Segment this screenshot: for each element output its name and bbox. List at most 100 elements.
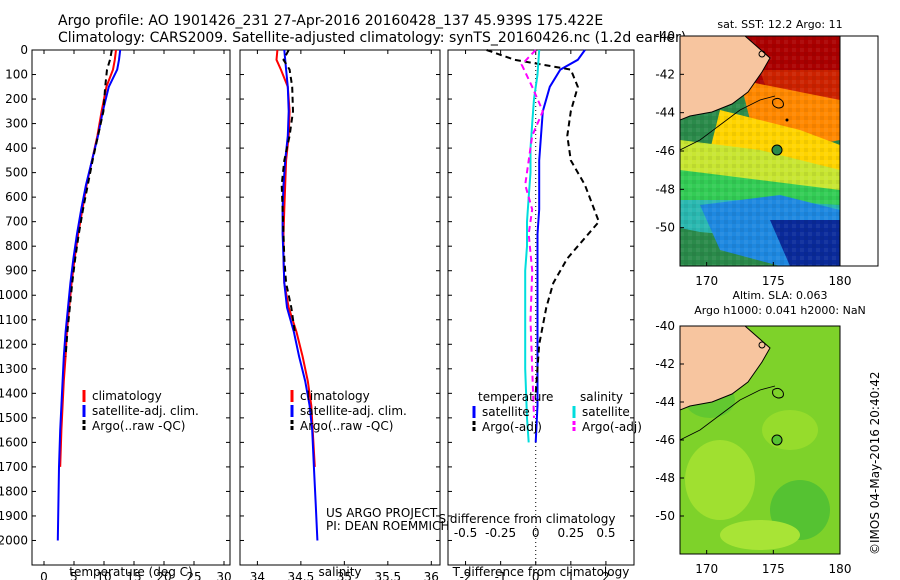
secondary-tick-label: 0.25 (557, 526, 584, 540)
temperature-xlabel: temperature (deg C) (69, 565, 192, 579)
difference-xtick-label: 0 (532, 570, 540, 580)
salinity-legend-label: climatology (300, 389, 370, 403)
salinity-xlabel: salinity (318, 565, 361, 579)
secondary-axis-label: S difference from climatology (439, 512, 616, 526)
salinity-xtick-label: 36 (424, 570, 439, 580)
temperature-xtick-label: 25 (186, 570, 201, 580)
sla-map-ytick-label: -46 (655, 433, 675, 447)
salinity-xtick-label: 35 (337, 570, 352, 580)
temperature-legend-label: climatology (92, 389, 162, 403)
panel-salinity: 34 34.5 35 35.5 36 salinity climatologysatelli… (239, 49, 449, 580)
salinity-xtick-label: 34.5 (288, 570, 315, 580)
salinity-xtick-label: 34 (250, 570, 265, 580)
difference-series-argo-adj- (486, 49, 601, 394)
depth-tick-label: 300 (5, 117, 28, 131)
salinity-legend-label: satellite-adj. clim. (300, 404, 407, 418)
header-line-2: Climatology: CARS2009. Satellite-adjuste… (58, 30, 687, 46)
header-line-1: Argo profile: AO 1901426_231 27-Apr-2016… (58, 13, 604, 29)
temperature-xtick-label: 15 (126, 570, 141, 580)
depth-tick-label: 500 (5, 166, 28, 180)
depth-tick-label: 0 (20, 43, 28, 57)
sla-map-ytick-label: -42 (655, 357, 675, 371)
temperature-series-argo-raw-qc- (64, 49, 113, 357)
difference-series-argo-adj- (520, 49, 544, 418)
secondary-tick-label: 0.5 (596, 526, 615, 540)
sla-map-ytick-label: -48 (655, 471, 675, 485)
argo-float-marker (771, 144, 783, 156)
sla-map-ytick-label: -40 (655, 319, 675, 333)
sst-map-ytick-label: -50 (655, 221, 675, 235)
sla-map-axes: -40 -42 -44 -46 -48 -50 170 175 180 Altim. SLA: 0… (655, 289, 865, 576)
sst-map-xtick-label: 170 (695, 274, 718, 288)
sla-map (680, 326, 840, 554)
depth-tick-label: 1700 (0, 460, 28, 474)
legend-title-salinity: salinity (580, 390, 623, 404)
sst-map-title: sat. SST: 12.2 Argo: 11 (717, 18, 842, 31)
sla-map-ytick-label: -44 (655, 395, 675, 409)
legend-title-temperature: temperature (478, 390, 553, 404)
panel-difference: -2 -1 0 1 2 -0.5 -0.25 0 0.25 0.5S difference fro… (439, 49, 642, 580)
argo-float-marker-sla (771, 434, 783, 446)
sst-map-ytick-label: -48 (655, 182, 675, 196)
depth-tick-label: 100 (5, 68, 28, 82)
salinity-legend-label: Argo(..raw -QC) (300, 419, 393, 433)
depth-tick-label: 1600 (0, 435, 28, 449)
secondary-tick-label: 0 (532, 526, 540, 540)
difference-xtick-label: -1 (495, 570, 507, 580)
sst-map (680, 36, 840, 266)
sla-map-ytick-label: -50 (655, 509, 675, 523)
sst-map-ytick-label: -44 (655, 106, 675, 120)
secondary-tick-label: -0.5 (454, 526, 477, 540)
depth-tick-label: 200 (5, 92, 28, 106)
difference-xtick-label: 2 (602, 570, 610, 580)
panel-temperature: 0 5 10 15 20 25 300100200300400500600700800900… (0, 43, 232, 580)
difference-legend-label: Argo(-adj) (582, 420, 642, 434)
temperature-xtick-label: 20 (156, 570, 171, 580)
difference-series-satellite (524, 49, 541, 443)
depth-tick-label: 2000 (0, 533, 28, 547)
sst-map-ytick-label: -40 (655, 29, 675, 43)
temperature-series-satellite-adj-clim- (56, 49, 122, 541)
difference-xtick-label: -2 (460, 570, 472, 580)
depth-tick-label: 1400 (0, 386, 28, 400)
sla-map-xtick-label: 175 (762, 562, 785, 576)
sst-map-xtick-label: 175 (762, 274, 785, 288)
temperature-legend-label: Argo(..raw -QC) (92, 419, 185, 433)
salinity-series-argo-raw-qc- (280, 49, 296, 333)
difference-xlabel: T difference from climatology (452, 565, 630, 579)
depth-tick-label: 1200 (0, 337, 28, 351)
timestamp-stamp: ©IMOS 04-May-2016 20:40:42 (868, 371, 882, 555)
depth-tick-label: 1500 (0, 411, 28, 425)
depth-tick-label: 1900 (0, 509, 28, 523)
sst-map-axes: -40 -42 -44 -46 -48 -50 170 175 180 sat. SST: 12.… (655, 18, 851, 288)
temperature-frame (31, 49, 231, 566)
sla-map-title-1: Altim. SLA: 0.063 (732, 289, 827, 302)
depth-tick-label: 700 (5, 215, 28, 229)
difference-series-satellite (534, 49, 586, 443)
salinity-xtick-label: 35.5 (374, 570, 401, 580)
depth-tick-label: 1800 (0, 484, 28, 498)
difference-xtick-label: 1 (567, 570, 575, 580)
temperature-xtick-label: 30 (216, 570, 231, 580)
temperature-series-climatology (59, 49, 117, 467)
depth-tick-label: 800 (5, 239, 28, 253)
sst-map-ytick-label: -42 (655, 67, 675, 81)
depth-tick-label: 900 (5, 264, 28, 278)
project-annotation: PI: DEAN ROEMMICH (326, 519, 449, 533)
temperature-xtick-label: 10 (96, 570, 111, 580)
sla-map-title-2: Argo h1000: 0.041 h2000: NaN (694, 304, 866, 317)
depth-tick-label: 1000 (0, 288, 28, 302)
depth-tick-label: 1100 (0, 313, 28, 327)
difference-legend-label: Argo(-adj) (482, 420, 542, 434)
depth-tick-label: 400 (5, 141, 28, 155)
difference-legend-label: satellite (582, 405, 630, 419)
sla-map-xtick-label: 170 (695, 562, 718, 576)
sla-map-xtick-label: 180 (829, 562, 852, 576)
temperature-legend-label: satellite-adj. clim. (92, 404, 199, 418)
salinity-frame (239, 49, 441, 566)
temperature-xtick-label: 5 (70, 570, 78, 580)
project-annotation: US ARGO PROJECT (326, 506, 438, 520)
depth-tick-label: 1300 (0, 362, 28, 376)
secondary-tick-label: -0.25 (485, 526, 516, 540)
